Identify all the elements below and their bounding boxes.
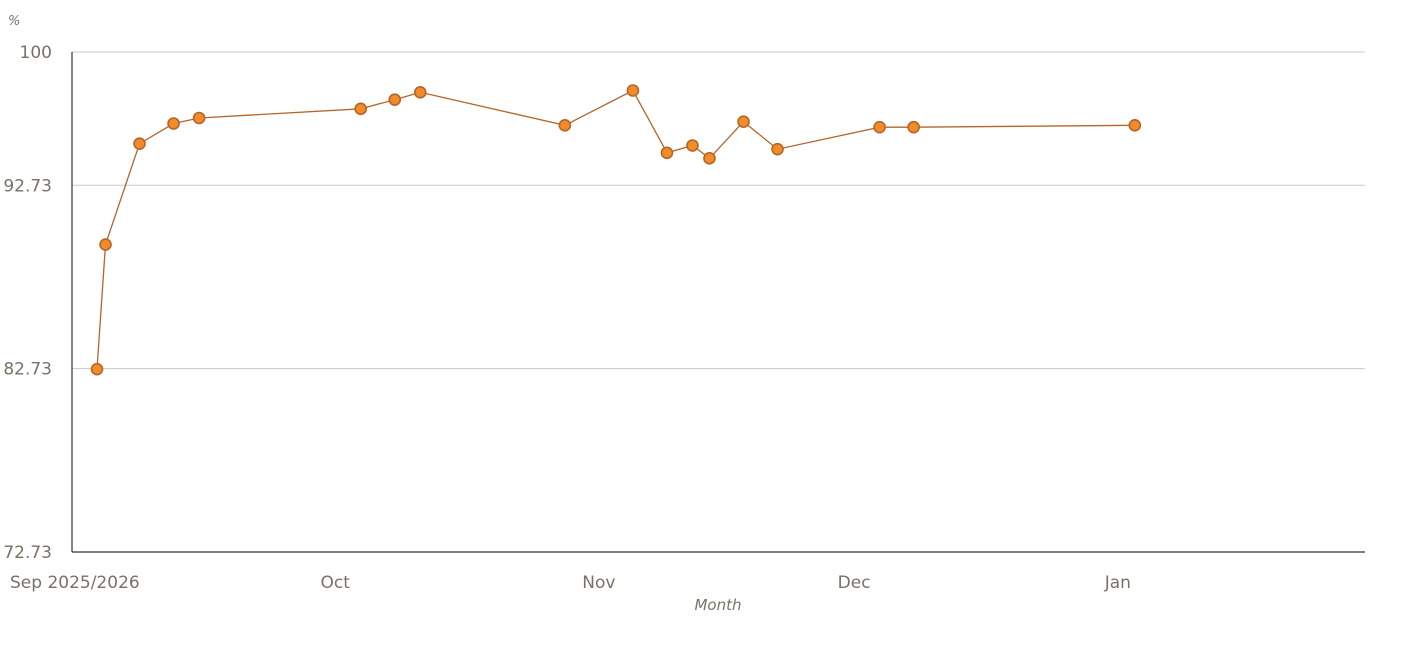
data-point xyxy=(558,119,572,132)
data-point xyxy=(413,86,427,99)
data-point xyxy=(167,117,180,130)
x-tick-label: Dec xyxy=(838,573,871,593)
data-point xyxy=(703,152,716,165)
data-point xyxy=(99,238,112,251)
data-point xyxy=(354,102,368,116)
data-point xyxy=(907,120,920,134)
y-axis-ticks: 72.73 82.73 92.73 100 xyxy=(3,43,52,563)
x-axis-ticks: Sep 2025/2026 Oct Nov Dec Jan xyxy=(10,573,1131,593)
gridlines xyxy=(72,51,1365,370)
data-point xyxy=(737,115,750,128)
y-tick-label: 72.73 xyxy=(3,543,52,563)
series-line xyxy=(96,89,1135,370)
data-points xyxy=(90,84,1142,376)
x-axis-title: Month xyxy=(694,596,741,614)
data-point xyxy=(1128,119,1142,132)
x-tick-label: Sep 2025/2026 xyxy=(10,573,140,593)
data-point xyxy=(873,120,886,134)
data-point xyxy=(133,137,146,150)
data-point xyxy=(686,139,699,152)
y-tick-label: 100 xyxy=(20,43,52,63)
data-point xyxy=(771,142,784,156)
data-point xyxy=(192,111,206,125)
data-point xyxy=(388,93,402,106)
x-tick-label: Nov xyxy=(582,573,615,593)
y-tick-label: 82.73 xyxy=(3,360,52,380)
x-tick-label: Jan xyxy=(1104,573,1131,593)
x-tick-label: Oct xyxy=(320,573,350,593)
data-point xyxy=(626,84,640,97)
data-point xyxy=(90,362,104,376)
y-tick-label: 92.73 xyxy=(3,176,52,196)
data-point xyxy=(660,146,674,160)
y-unit-label: % xyxy=(8,14,20,29)
